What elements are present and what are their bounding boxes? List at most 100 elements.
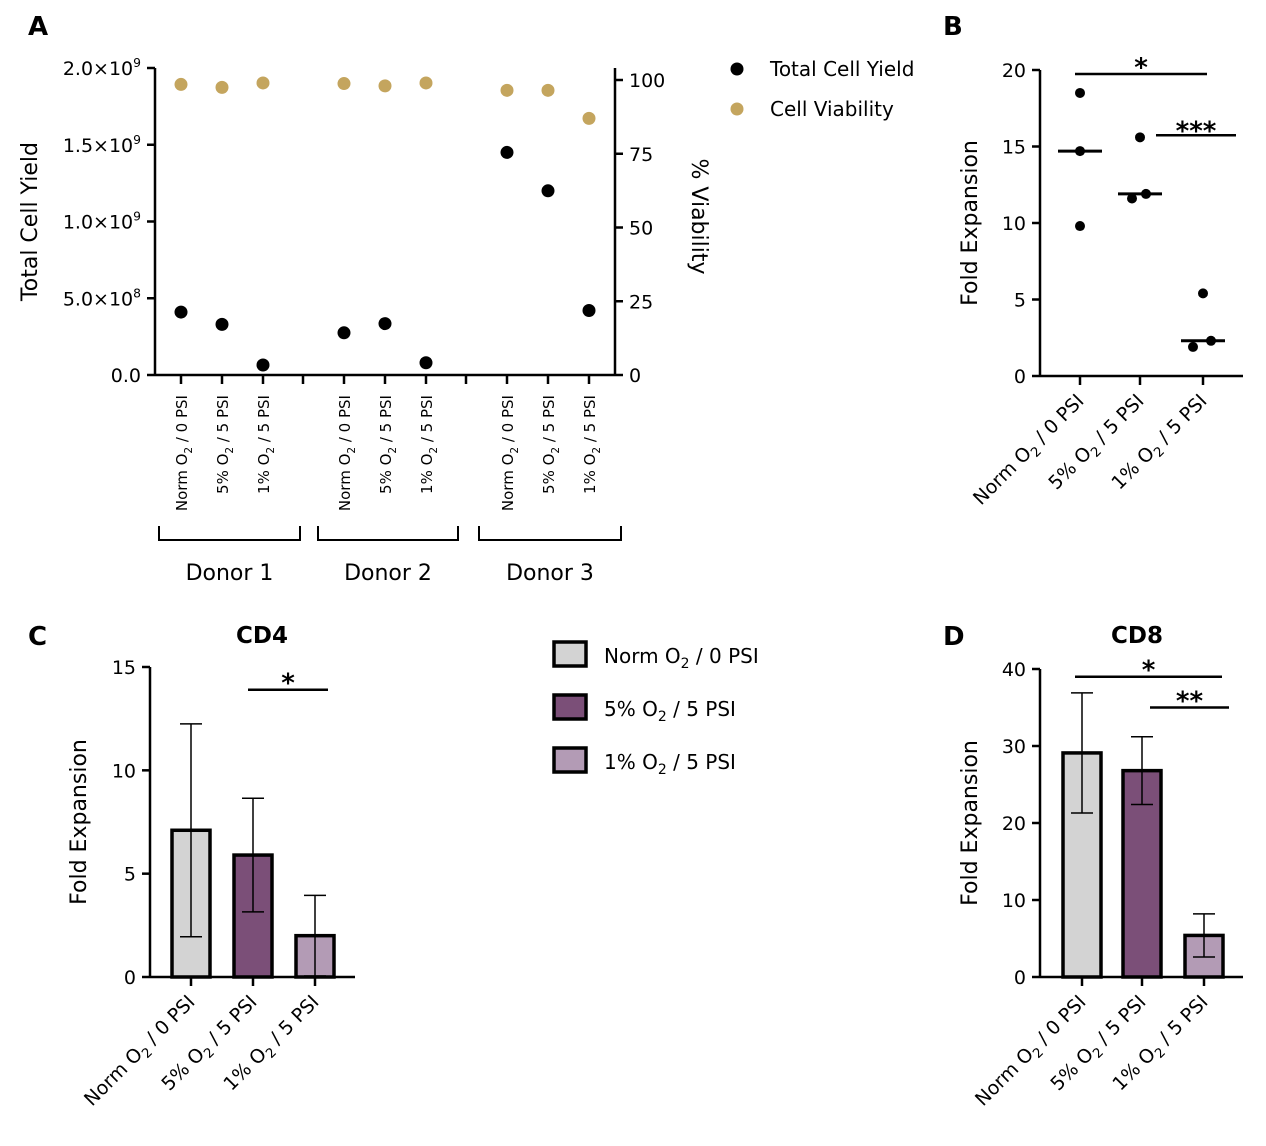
panel-a-yield-point <box>256 358 270 372</box>
panel-a-xcat-label: 1% O2 / 5 PSI <box>418 395 440 494</box>
bar-legend-label: Norm O2 / 0 PSI <box>604 644 759 672</box>
panel-a-xcat-label: 1% O2 / 5 PSI <box>581 395 603 494</box>
panel-a-xcat-label: Norm O2 / 0 PSI <box>499 395 521 511</box>
panel-a-viability-point <box>500 83 514 97</box>
bar-legend-label: 1% O2 / 5 PSI <box>604 750 736 778</box>
panel-d-ylabel: Fold Expansion <box>958 740 983 906</box>
panel-a-xcat-label: 5% O2 / 5 PSI <box>377 395 399 494</box>
panel-b-ylabel: Fold Expansion <box>958 140 983 306</box>
panel-a-xcat-label: 5% O2 / 5 PSI <box>214 395 236 494</box>
panel-a-xcat-label-group: Norm O2 / 0 PSI <box>173 395 195 511</box>
panel-a-xcat-label-group: Norm O2 / 0 PSI <box>499 395 521 511</box>
panel-a-legend-yield-marker <box>730 62 744 76</box>
panel-a-viability-point <box>256 76 270 90</box>
panel-a-donor-bracket <box>478 526 622 541</box>
panel-a-y2tick-label: 25 <box>629 291 653 313</box>
panel-b-point <box>1198 288 1208 299</box>
panel-b-significance-label: *** <box>1176 116 1217 146</box>
panel-a-ylabel-group: Total Cell Yield <box>18 142 43 302</box>
panel-a-yield-point <box>500 145 514 159</box>
panel-c-title: CD4 <box>236 623 288 649</box>
panel-a-y2label: % Viability <box>686 158 711 274</box>
panel-a-ytick-label: 5.0×108 <box>63 286 141 310</box>
panel-d-ytick-label: 20 <box>1002 813 1026 835</box>
panel-a-y2label-group: % Viability <box>686 158 711 274</box>
panel-a-donor-label: Donor 3 <box>506 561 594 586</box>
panel-c-ytick-label: 10 <box>112 760 136 782</box>
panel-c-ytick-label: 15 <box>112 657 136 679</box>
panel-a-viability-point <box>215 80 229 94</box>
panel-a-ytick-label: 1.5×109 <box>63 133 141 157</box>
panel-a-xcat-label: Norm O2 / 0 PSI <box>336 395 358 511</box>
panel-letter-c: C <box>28 622 47 652</box>
panel-a-xcat-label-group: 1% O2 / 5 PSI <box>255 395 277 494</box>
panel-d-significance-label: * <box>1142 656 1156 686</box>
panel-b-point <box>1135 132 1145 143</box>
panel-a-y2tick-label: 0 <box>629 365 641 387</box>
panel-b-ytick-label: 10 <box>1002 213 1026 235</box>
panel-a-ytick-label: 2.0×109 <box>63 56 141 80</box>
panel-b-ytick-label: 0 <box>1014 366 1026 388</box>
panel-a-xcat-label-group: 1% O2 / 5 PSI <box>581 395 603 494</box>
panel-a-yield-point <box>419 356 433 370</box>
panel-c-ytick-label: 5 <box>124 864 136 886</box>
panel-c-ylabel: Fold Expansion <box>67 739 92 905</box>
panel-a-yield-point <box>215 317 229 331</box>
panel-c-significance-label: * <box>281 669 295 699</box>
panel-a-yield-point <box>337 326 351 340</box>
panel-a-xcat-label-group: 5% O2 / 5 PSI <box>214 395 236 494</box>
panel-a-ytick-label: 0.0 <box>111 365 141 387</box>
panel-b-ytick-label: 5 <box>1014 290 1026 312</box>
panel-a-xcat-label-group: 5% O2 / 5 PSI <box>377 395 399 494</box>
panel-a-yield-point <box>174 305 188 319</box>
panel-b-point <box>1127 193 1137 204</box>
panel-a-xcat-label: Norm O2 / 0 PSI <box>173 395 195 511</box>
panel-a-xcat-label-group: 1% O2 / 5 PSI <box>418 395 440 494</box>
panel-b-ylabel-group: Fold Expansion <box>958 140 983 306</box>
panel-a-viability-point <box>378 79 392 93</box>
panel-d-ytick-label: 40 <box>1002 659 1026 681</box>
panel-d-title: CD8 <box>1111 623 1163 649</box>
panel-a-yield-point <box>582 304 596 318</box>
bar-legend-swatch <box>552 746 588 774</box>
panel-a-legend-viability-marker <box>730 102 744 116</box>
panel-b-point <box>1075 87 1085 98</box>
panel-a-y2tick-label: 100 <box>629 70 665 92</box>
panel-a-viability-point <box>419 76 433 90</box>
panel-letter-a: A <box>28 12 48 42</box>
panel-d-ytick-label: 30 <box>1002 736 1026 758</box>
panel-a-ytick-label: 1.0×109 <box>63 210 141 234</box>
panel-a-donor-bracket <box>317 526 459 541</box>
panel-b-point <box>1188 341 1198 352</box>
panel-a-viability-point <box>582 111 596 125</box>
panel-a-xcat-label: 1% O2 / 5 PSI <box>255 395 277 494</box>
panel-b-significance-label: * <box>1134 53 1148 83</box>
panel-letter-b: B <box>943 12 963 42</box>
panel-a-y2tick-label: 50 <box>629 218 653 240</box>
panel-a-y2tick-label: 75 <box>629 144 653 166</box>
bar-legend-swatch <box>552 693 588 721</box>
panel-a-donor-label: Donor 2 <box>344 561 432 586</box>
panel-a-xcat-label: 5% O2 / 5 PSI <box>540 395 562 494</box>
panel-a-donor-bracket <box>158 526 301 541</box>
panel-b-ytick-label: 20 <box>1002 60 1026 82</box>
bar-legend-swatch <box>552 640 588 668</box>
panel-a-viability-point <box>541 83 555 97</box>
bar-legend-label: 5% O2 / 5 PSI <box>604 697 736 725</box>
panel-c-ytick-label: 0 <box>124 967 136 989</box>
panel-a-viability-point <box>174 77 188 91</box>
panel-a-donor-label: Donor 1 <box>186 561 274 586</box>
panel-a-viability-point <box>337 77 351 91</box>
panel-a-legend-yield-label: Total Cell Yield <box>769 57 914 81</box>
panel-a-xcat-label-group: Norm O2 / 0 PSI <box>336 395 358 511</box>
panel-a-yield-point <box>378 317 392 331</box>
panel-a-legend-viability-label: Cell Viability <box>770 97 894 121</box>
panel-b-point <box>1075 221 1085 232</box>
panel-b-ytick-label: 15 <box>1002 137 1026 159</box>
panel-a-xcat-label-group: 5% O2 / 5 PSI <box>540 395 562 494</box>
panel-letter-d: D <box>943 622 965 652</box>
panel-c-ylabel-group: Fold Expansion <box>67 739 92 905</box>
panel-d-ytick-label: 0 <box>1014 967 1026 989</box>
panel-a-yield-point <box>541 184 555 198</box>
